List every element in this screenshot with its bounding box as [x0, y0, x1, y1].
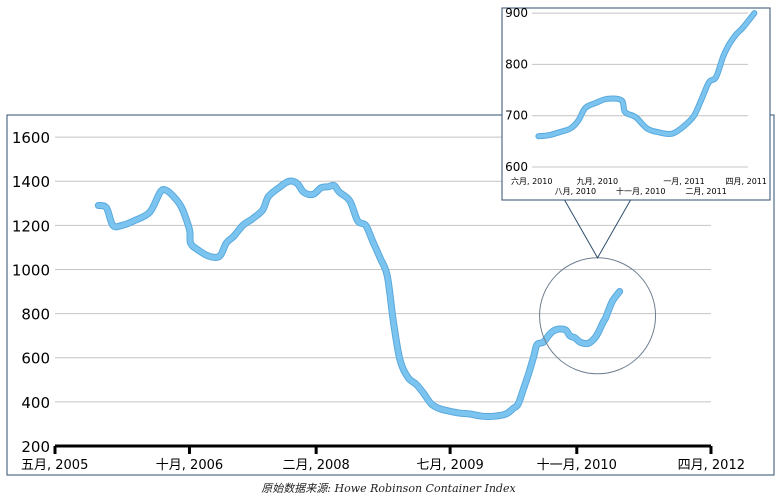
inset-y-axis: 600 700 800 900 [505, 6, 528, 174]
inset-series [535, 10, 758, 140]
inset-chart-frame [501, 7, 771, 201]
main-x-tick-label: 四月, 2012 [678, 458, 745, 473]
main-y-tick-label: 1000 [12, 261, 50, 279]
inset-x-tick-label: 八月, 2010 [555, 187, 596, 196]
inset-series-line [536, 11, 757, 139]
inset-y-tick-label: 800 [505, 57, 528, 71]
inset-y-tick-label: 700 [505, 109, 528, 123]
inset-x-tick-label: 九月, 2010 [577, 177, 618, 186]
main-x-tick-label: 十一月, 2010 [537, 458, 617, 473]
main-y-tick-label: 800 [21, 306, 50, 324]
main-y-tick-label: 1600 [12, 129, 50, 147]
inset-x-tick-label: 一月, 2011 [663, 177, 704, 186]
inset-x-tick-label: 四月, 2011 [726, 177, 767, 186]
inset-x-tick-label: 十一月, 2010 [616, 186, 665, 196]
inset-grid [532, 12, 748, 168]
main-x-tick-label: 五月, 2005 [21, 458, 88, 473]
zoom-callout [564, 199, 631, 259]
main-series [94, 177, 624, 420]
main-x-tick-label: 二月, 2008 [282, 458, 349, 473]
main-y-tick-label: 400 [21, 394, 50, 412]
inset-y-tick-label: 600 [505, 160, 528, 174]
inset-x-tick-label: 六月, 2010 [511, 176, 552, 186]
main-y-tick-label: 200 [21, 438, 50, 456]
source-note: 原始数据来源: Howe Robinson Container Index [261, 482, 516, 495]
main-x-axis: 五月, 2005 十月, 2006 二月, 2008 七月, 2009 十一月, 201… [21, 444, 745, 473]
inset-x-tick-label: 二月, 2011 [685, 187, 726, 196]
main-series-line [95, 178, 623, 419]
main-y-axis: 200 400 600 800 1000 1200 1400 1600 [12, 129, 50, 456]
main-x-tick-label: 七月, 2009 [416, 458, 483, 473]
inset-y-tick-label: 900 [505, 6, 528, 20]
zoom-annotation [539, 199, 657, 375]
main-y-tick-label: 1400 [12, 173, 50, 191]
main-x-tick-label: 十月, 2006 [156, 458, 223, 473]
main-y-tick-label: 1200 [12, 217, 50, 235]
main-y-tick-label: 600 [21, 350, 50, 368]
